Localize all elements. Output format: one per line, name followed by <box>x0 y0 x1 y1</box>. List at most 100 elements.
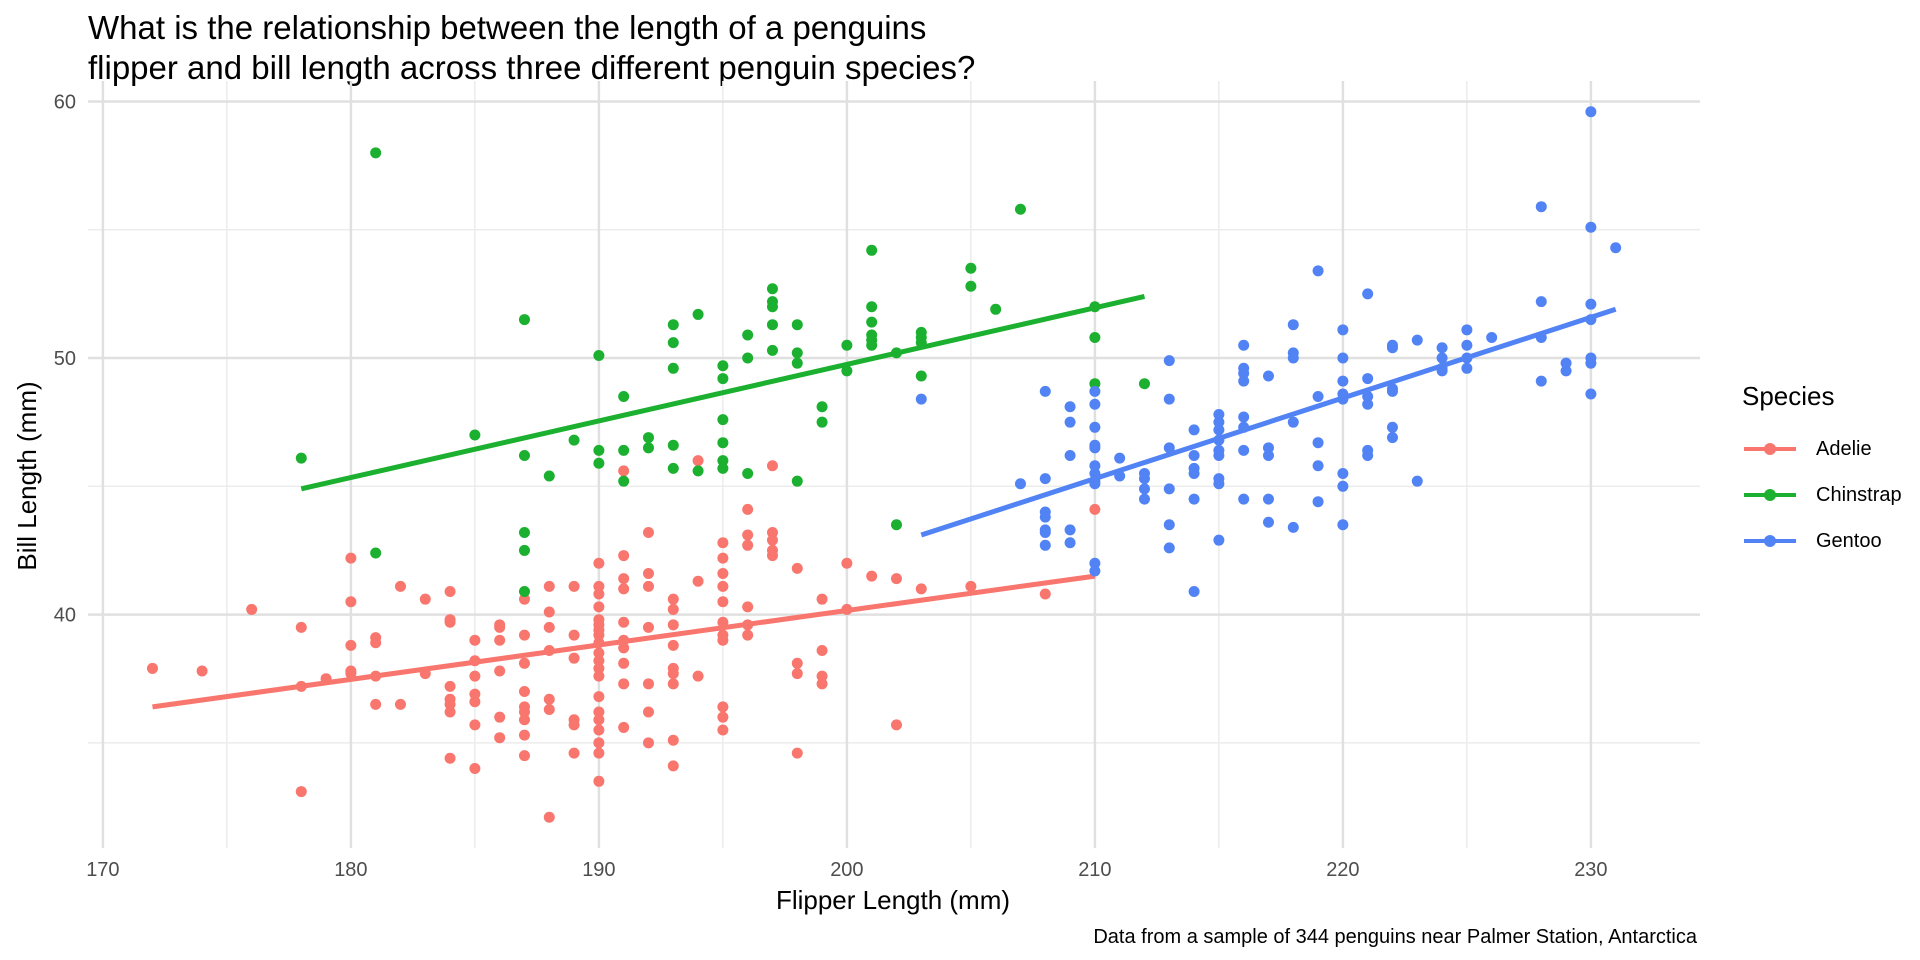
data-point-adelie <box>345 668 357 680</box>
data-point-chinstrap <box>1089 301 1101 313</box>
data-point-gentoo <box>1213 416 1225 428</box>
data-point-gentoo <box>1436 365 1448 377</box>
data-point-gentoo <box>1312 496 1324 508</box>
data-point-gentoo <box>915 393 927 405</box>
data-point-adelie <box>593 747 605 759</box>
data-point-gentoo <box>1287 319 1299 331</box>
data-point-adelie <box>717 552 729 564</box>
data-point-adelie <box>469 688 481 700</box>
data-point-adelie <box>568 580 580 592</box>
data-point-adelie <box>717 596 729 608</box>
data-point-chinstrap <box>518 544 530 556</box>
data-point-adelie <box>295 621 307 633</box>
data-point-adelie <box>394 698 406 710</box>
x-tick-label: 180 <box>334 859 367 881</box>
data-point-adelie <box>593 580 605 592</box>
data-point-adelie <box>667 678 679 690</box>
data-point-adelie <box>593 775 605 787</box>
data-point-gentoo <box>1287 416 1299 428</box>
data-point-adelie <box>717 711 729 723</box>
x-axis-label: Flipper Length (mm) <box>776 885 1010 915</box>
data-point-gentoo <box>1089 565 1101 577</box>
data-point-adelie <box>717 701 729 713</box>
data-point-gentoo <box>1039 511 1051 523</box>
data-point-adelie <box>642 621 654 633</box>
data-point-adelie <box>965 580 977 592</box>
data-point-chinstrap <box>667 362 679 374</box>
data-point-adelie <box>766 526 778 538</box>
data-point-adelie <box>717 580 729 592</box>
data-point-chinstrap <box>717 455 729 467</box>
data-point-adelie <box>494 711 506 723</box>
data-point-chinstrap <box>766 344 778 356</box>
data-point-gentoo <box>1238 339 1250 351</box>
data-point-adelie <box>444 752 456 764</box>
data-point-adelie <box>394 580 406 592</box>
data-point-adelie <box>444 616 456 628</box>
data-point-gentoo <box>1089 557 1101 569</box>
data-point-adelie <box>593 706 605 718</box>
legend-key-adelie <box>1742 437 1798 461</box>
x-tick-label: 210 <box>1078 859 1111 881</box>
data-point-gentoo <box>1386 432 1398 444</box>
data-point-chinstrap <box>1089 332 1101 344</box>
data-point-adelie <box>469 655 481 667</box>
data-point-chinstrap <box>791 475 803 487</box>
data-point-adelie <box>890 573 902 585</box>
data-point-adelie <box>717 568 729 580</box>
data-point-gentoo <box>1213 424 1225 436</box>
data-point-gentoo <box>1089 442 1101 454</box>
data-point-chinstrap <box>518 585 530 597</box>
data-point-gentoo <box>1064 537 1076 549</box>
data-point-chinstrap <box>717 373 729 385</box>
data-point-gentoo <box>1089 460 1101 472</box>
legend-key-gentoo <box>1742 529 1798 553</box>
data-point-chinstrap <box>667 462 679 474</box>
data-point-adelie <box>469 696 481 708</box>
data-point-gentoo <box>1535 375 1547 387</box>
data-point-adelie <box>618 721 630 733</box>
data-point-chinstrap <box>866 301 878 313</box>
data-point-adelie <box>518 714 530 726</box>
data-point-chinstrap <box>866 244 878 256</box>
data-point-adelie <box>816 678 828 690</box>
data-point-adelie <box>667 593 679 605</box>
data-point-adelie <box>742 529 754 541</box>
data-point-adelie <box>469 670 481 682</box>
legend-label-chinstrap: Chinstrap <box>1816 483 1902 506</box>
y-axis-label: Bill Length (mm) <box>12 381 42 570</box>
data-point-chinstrap <box>866 339 878 351</box>
chart-caption: Data from a sample of 344 penguins near … <box>1093 926 1697 948</box>
legend-item-adelie: Adelie <box>1742 426 1912 472</box>
data-point-gentoo <box>1089 467 1101 479</box>
data-point-gentoo <box>1163 355 1175 367</box>
data-point-chinstrap <box>915 370 927 382</box>
data-point-chinstrap <box>618 391 630 403</box>
data-point-adelie <box>196 665 208 677</box>
data-point-gentoo <box>1461 362 1473 374</box>
data-point-gentoo <box>1386 385 1398 397</box>
data-point-gentoo <box>1188 493 1200 505</box>
data-point-adelie <box>692 575 704 587</box>
data-point-gentoo <box>1362 391 1374 403</box>
x-tick-label: 220 <box>1326 859 1359 881</box>
data-point-adelie <box>816 670 828 682</box>
data-point-adelie <box>742 629 754 641</box>
data-point-gentoo <box>1337 352 1349 364</box>
data-point-adelie <box>791 562 803 574</box>
data-point-gentoo <box>1138 473 1150 485</box>
legend-label-gentoo: Gentoo <box>1816 529 1882 552</box>
data-point-gentoo <box>1262 442 1274 454</box>
data-point-gentoo <box>1461 352 1473 364</box>
data-point-chinstrap <box>593 444 605 456</box>
chart-title-line-2: flipper and bill length across three dif… <box>88 49 976 86</box>
data-point-gentoo <box>1312 265 1324 277</box>
x-tick-label: 170 <box>86 859 119 881</box>
data-point-gentoo <box>1411 334 1423 346</box>
data-point-adelie <box>146 662 158 674</box>
data-point-adelie <box>593 691 605 703</box>
data-point-gentoo <box>1188 467 1200 479</box>
data-point-adelie <box>742 539 754 551</box>
data-point-gentoo <box>1535 296 1547 308</box>
